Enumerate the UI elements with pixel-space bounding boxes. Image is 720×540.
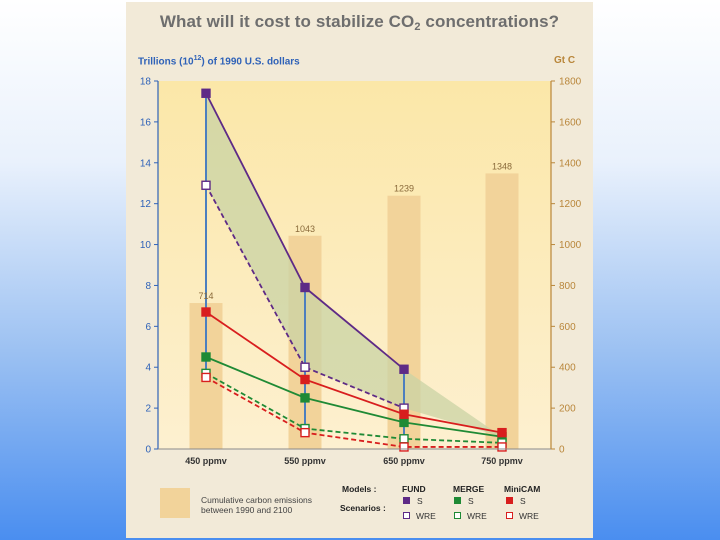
minicam-s-point <box>497 427 507 438</box>
emission-bar-label: 1239 <box>394 184 414 194</box>
chart-plot: 0 2 4 6 8 10 12 14 16 18 0 200 400 600 800 1000 1200 1400… <box>140 77 582 467</box>
minicam-wre-point <box>201 372 211 383</box>
left-axis-label: Trillions (1012) of 1990 U.S. dollars <box>138 55 300 68</box>
right-tick-label: 600 <box>559 322 576 333</box>
merge-s-point <box>399 417 409 428</box>
left-tick-label: 0 <box>145 445 151 456</box>
minicam-wre-point <box>497 442 507 452</box>
merge-s-point <box>201 352 211 362</box>
legend-minicam-s-swatch <box>506 497 513 504</box>
x-category-label: 750 ppmv <box>481 456 523 466</box>
fund-range-shading <box>206 93 502 437</box>
fund-s-point <box>201 88 211 98</box>
left-tick-label: 8 <box>145 281 151 292</box>
legend-bar-text: Cumulative carbon emissions between 1990 … <box>201 495 313 515</box>
right-axis-label: Gt C <box>554 55 576 66</box>
left-tick-label: 18 <box>140 77 152 88</box>
left-tick-label: 4 <box>145 363 151 374</box>
minicam-s-line <box>205 311 503 434</box>
minicam-s-point <box>201 307 211 317</box>
right-tick-label: 1800 <box>559 77 582 88</box>
right-tick-label: 1400 <box>559 158 582 169</box>
merge-wre-point <box>399 434 409 444</box>
emission-bar-label: 1348 <box>492 161 512 171</box>
x-category-label: 450 ppmv <box>185 456 227 466</box>
fund-wre-point <box>300 362 310 372</box>
minicam-wre-point <box>300 427 310 438</box>
legend-fund-wre-label: WRE <box>416 511 436 521</box>
legend-scenarios-label: Scenarios : <box>340 503 386 513</box>
emission-bar-label: 1043 <box>295 224 315 234</box>
left-tick-label: 14 <box>140 158 152 169</box>
merge-s-point <box>300 393 310 403</box>
legend-bar-swatch <box>160 488 190 518</box>
legend-fund-wre-swatch <box>403 512 410 519</box>
legend-models-label: Models : <box>342 484 377 494</box>
right-tick-label: 1000 <box>559 240 582 251</box>
emission-bar <box>485 173 519 450</box>
legend-merge-s-label: S <box>468 496 474 506</box>
chart-panel: What will it cost to stabilize CO2 conce… <box>126 2 593 538</box>
legend-merge-s-swatch <box>454 497 461 504</box>
merge-s-line <box>205 356 503 438</box>
fund-s-point <box>300 282 310 293</box>
x-category-label: 650 ppmv <box>383 456 425 466</box>
left-tick-label: 12 <box>140 199 152 210</box>
left-tick-label: 2 <box>145 404 151 415</box>
left-tick-label: 16 <box>140 117 152 128</box>
fund-s-point <box>399 364 409 374</box>
minicam-wre-point <box>399 442 409 452</box>
legend-merge-wre-label: WRE <box>467 511 487 521</box>
minicam-s-point <box>399 409 409 419</box>
legend-merge-wre-swatch <box>454 512 461 519</box>
legend-fund-s-label: S <box>417 496 423 506</box>
legend-minicam-wre-swatch <box>506 512 513 519</box>
legend-model-fund: FUND <box>402 484 426 494</box>
legend-fund-s-swatch <box>403 497 410 504</box>
emission-bar-label: 714 <box>198 291 213 301</box>
minicam-wre-line <box>205 376 502 448</box>
merge-wre-line <box>205 372 503 444</box>
left-tick-label: 6 <box>145 322 151 333</box>
minicam-s-point <box>300 374 310 385</box>
legend-minicam-s-label: S <box>520 496 526 506</box>
right-tick-label: 1600 <box>559 117 582 128</box>
right-tick-label: 400 <box>559 363 576 374</box>
legend-minicam-wre-label: WRE <box>519 511 539 521</box>
legend-model-minicam: MiniCAM <box>504 484 541 494</box>
right-tick-label: 1200 <box>559 199 582 210</box>
right-tick-label: 0 <box>559 445 565 456</box>
legend-model-merge: MERGE <box>453 484 485 494</box>
x-category-label: 550 ppmv <box>284 456 326 466</box>
left-tick-label: 10 <box>140 240 152 251</box>
right-tick-label: 200 <box>559 404 576 415</box>
fund-wre-point <box>201 180 211 190</box>
right-tick-label: 800 <box>559 281 576 292</box>
chart-title: What will it cost to stabilize CO2 conce… <box>159 12 560 33</box>
